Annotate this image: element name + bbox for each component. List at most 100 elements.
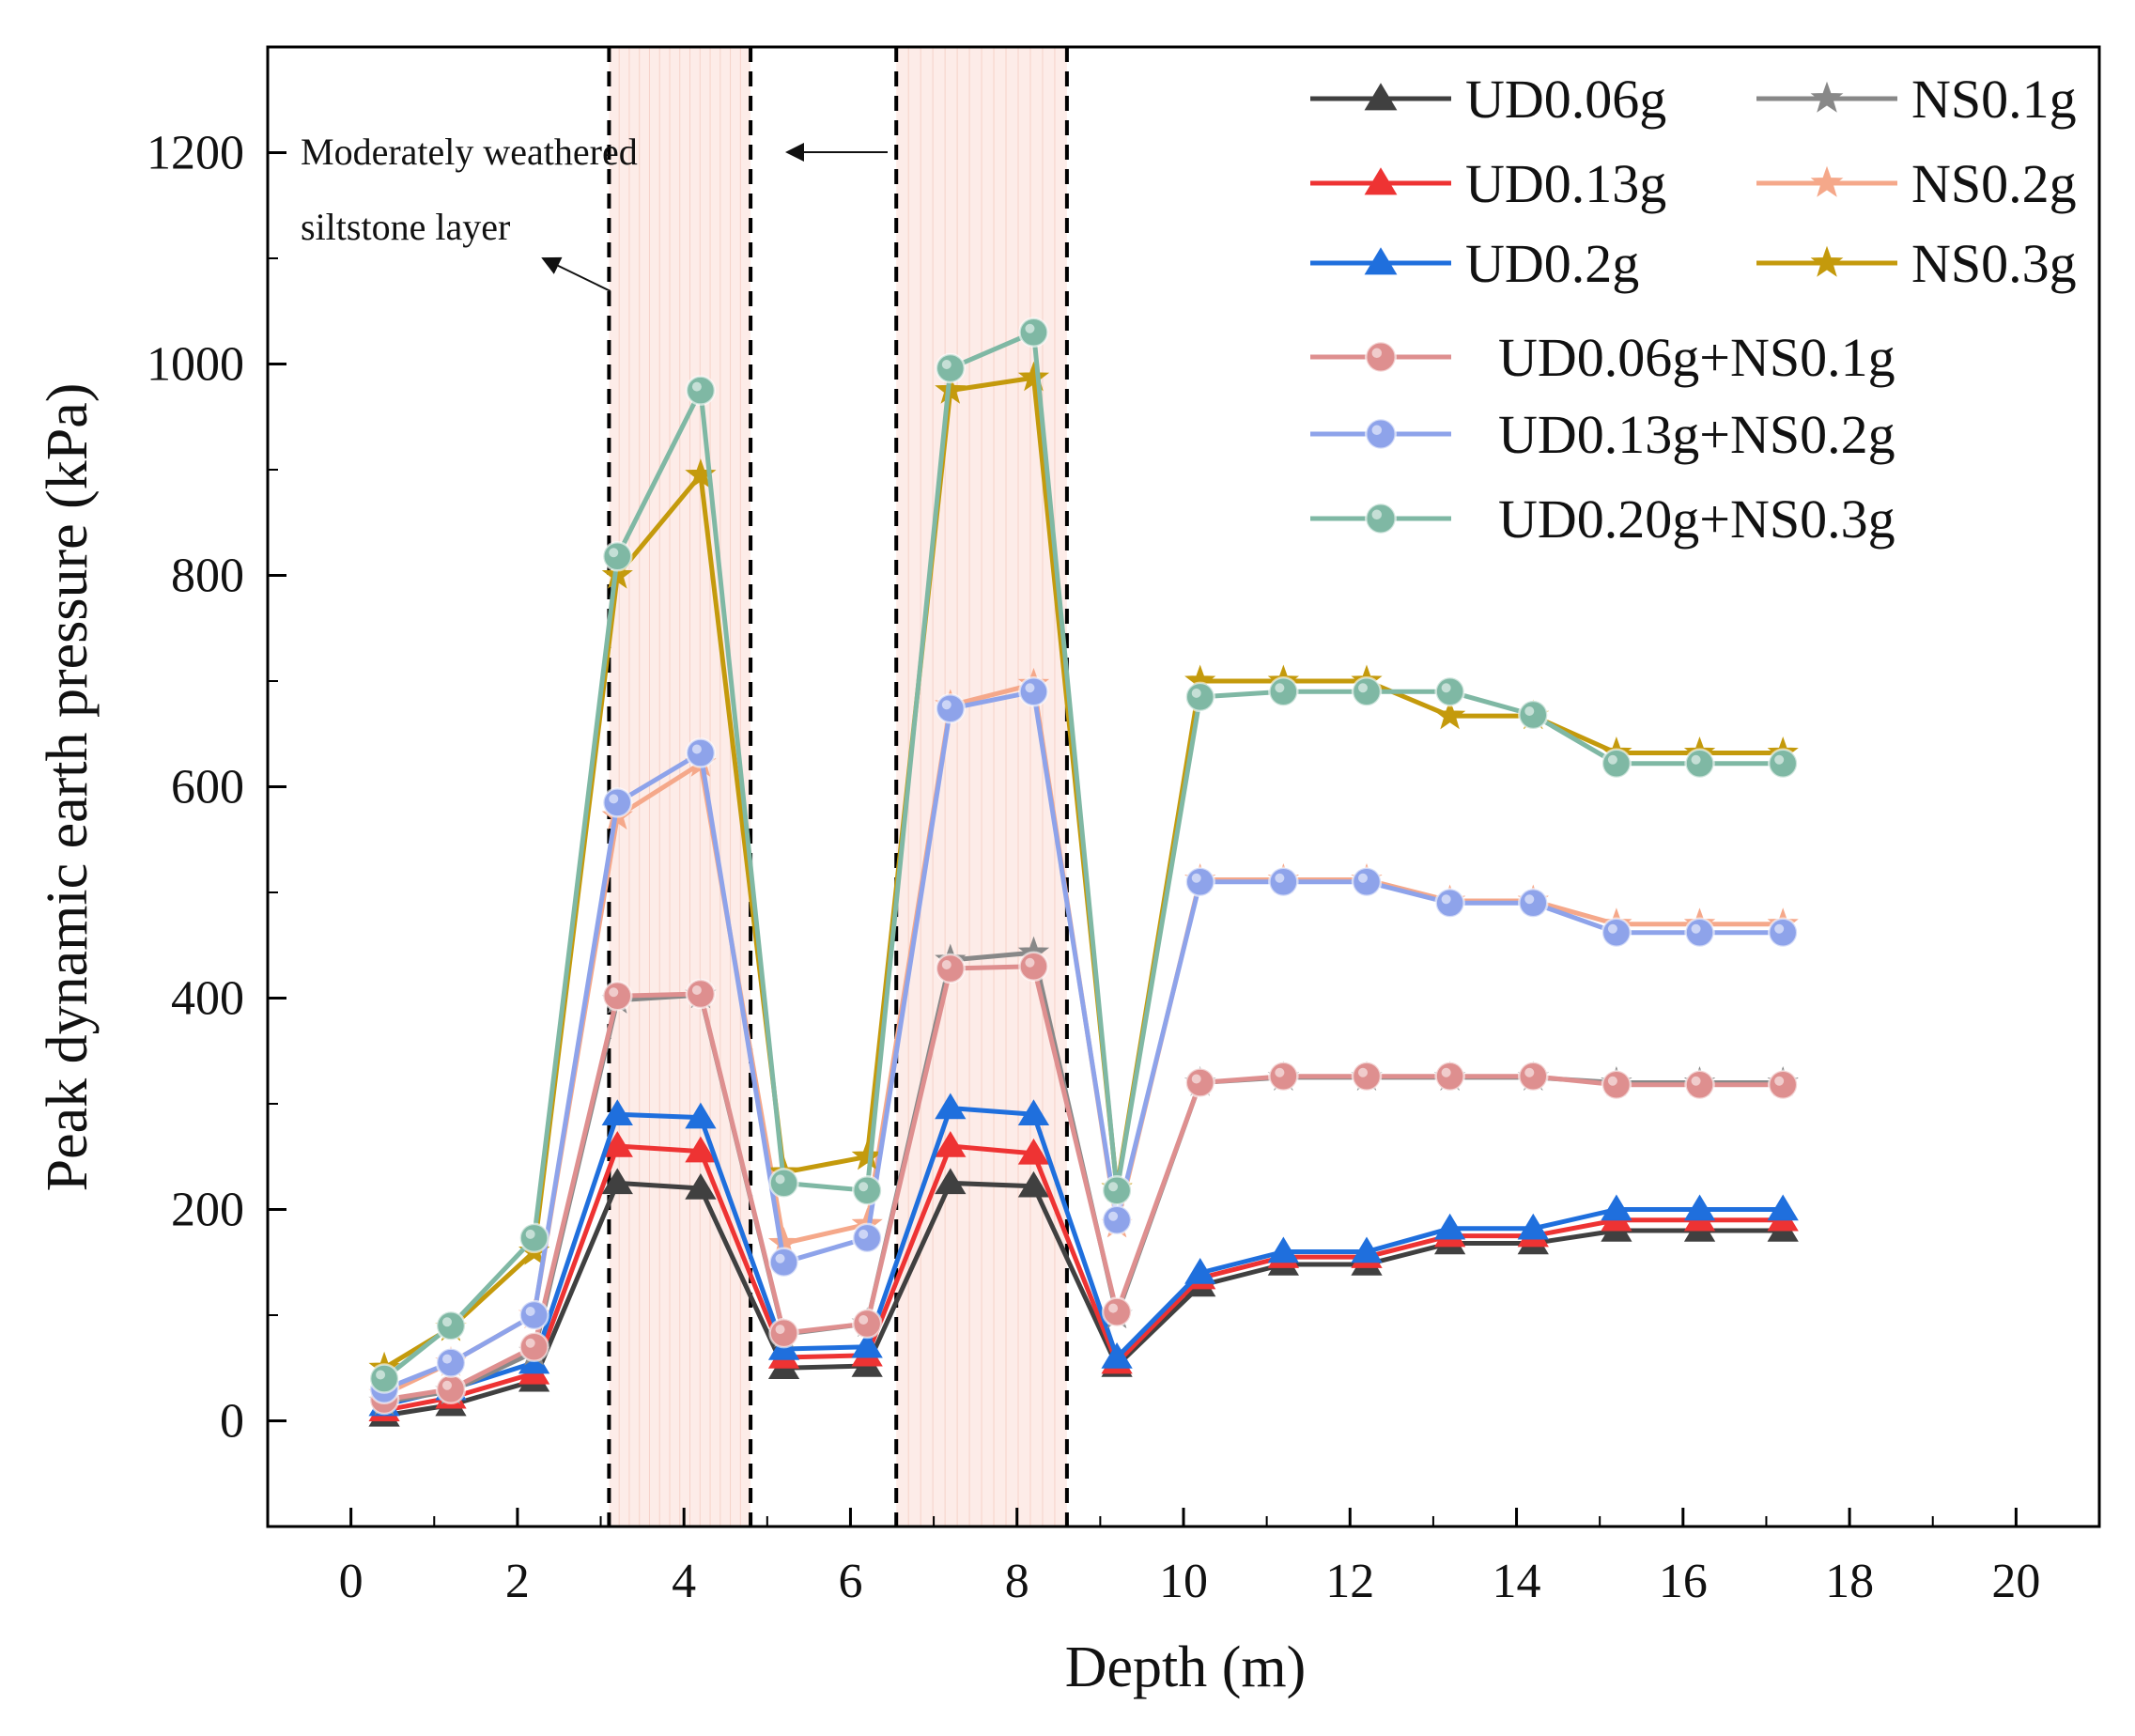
data-point-UD0.20g+NS0.3g-highlight [609,548,619,558]
x-tick-label: 16 [1659,1555,1708,1608]
data-point-UD0.20g+NS0.3g-highlight [525,1229,535,1239]
data-point-UD0.13g+NS0.2g-highlight [775,1253,785,1263]
data-point-UD0.13g+NS0.2g-highlight [1774,923,1785,934]
legend-item-NS0.3g: NS0.3g [1756,233,2077,294]
y-tick-label: 400 [171,972,244,1026]
data-point-UD0.2g [1017,1099,1050,1125]
y-tick-label: 1000 [147,338,244,392]
data-point-UD0.2g [1267,1236,1299,1263]
data-point-UD0.13g+NS0.2g-highlight [1441,894,1451,905]
data-point-UD0.20g+NS0.3g-highlight [1691,754,1701,765]
data-point-UD0.13g+NS0.2g [935,693,967,724]
data-point-UD0.06g+NS0.1g [1601,1069,1632,1100]
data-point-UD0.13g+NS0.2g [851,1222,883,1254]
annotation-line1: Moderately weathered [301,131,638,173]
y-tick-label: 0 [220,1395,244,1449]
data-point-UD0.13g+NS0.2g-highlight [859,1229,869,1239]
data-point-UD0.06g [935,1168,967,1195]
x-tick-label: 10 [1159,1555,1208,1608]
annotation-line2: siltstone layer [301,206,510,248]
data-point-UD0.13g+NS0.2g-highlight [525,1307,535,1316]
data-point-UD0.13g+NS0.2g [1767,917,1799,948]
series-line-UD0.20g+NS0.3g [382,330,1784,1381]
data-point-UD0.20g+NS0.3g [518,1222,549,1254]
data-point-UD0.20g+NS0.3g [1018,317,1049,348]
data-point-UD0.20g+NS0.3g [935,352,967,384]
data-point-UD0.20g+NS0.3g-highlight [691,381,702,392]
legend-label: UD0.13g+NS0.2g [1498,404,1895,465]
data-point-UD0.06g [601,1168,633,1195]
data-point-UD0.13g+NS0.2g-highlight [1275,873,1285,883]
data-point-UD0.20g+NS0.3g [1518,699,1549,731]
data-point-UD0.06g+NS0.1g-highlight [941,960,951,969]
legend-item-UD0.06g+NS0.1g: UD0.06g+NS0.1g [1310,327,1895,388]
legend-item-NS0.2g: NS0.2g [1756,153,2077,214]
data-point-UD0.2g [601,1099,633,1125]
data-point-UD0.06g+NS0.1g-highlight [442,1380,452,1390]
data-point-UD0.06g+NS0.1g-highlight [775,1325,785,1335]
data-point-UD0.13g+NS0.2g [1518,888,1549,919]
data-point-UD0.20g+NS0.3g [1767,748,1799,779]
legend-marker [1365,503,1397,535]
data-point-NS0.3g [851,1139,883,1170]
data-point-UD0.20g+NS0.3g [1601,748,1632,779]
data-point-UD0.06g+NS0.1g-highlight [1358,1067,1368,1077]
data-point-UD0.06g+NS0.1g-highlight [609,987,619,998]
data-point-UD0.06g+NS0.1g [935,953,967,984]
data-point-UD0.13g+NS0.2g-highlight [1025,683,1035,693]
data-point-UD0.06g+NS0.1g-highlight [859,1315,869,1325]
data-point-UD0.06g+NS0.1g-highlight [691,985,702,995]
data-point-UD0.06g+NS0.1g-highlight [1275,1067,1285,1077]
series-line-UD0.13g [383,1143,1784,1413]
data-point-UD0.13g+NS0.2g-highlight [1358,873,1368,883]
data-point-UD0.13g+NS0.2g [768,1247,799,1278]
data-point-UD0.2g [935,1093,967,1120]
data-point-UD0.20g+NS0.3g-highlight [1275,683,1285,693]
data-point-UD0.20g+NS0.3g [602,541,633,572]
legend-item-UD0.2g: UD0.2g [1310,233,1639,294]
legend-label: NS0.3g [1911,233,2077,294]
data-point-UD0.20g+NS0.3g-highlight [1108,1182,1119,1192]
data-point-UD0.06g+NS0.1g-highlight [1441,1067,1451,1077]
x-tick-label: 6 [838,1555,862,1608]
data-point-UD0.06g+NS0.1g-highlight [525,1338,535,1348]
legend-marker [1365,418,1397,450]
annotation: Moderately weathered siltstone layer [301,131,888,292]
legend-marker [1364,83,1398,111]
data-point-UD0.13g+NS0.2g [1018,676,1049,707]
data-point-UD0.13g+NS0.2g-highlight [609,794,619,804]
data-point-UD0.06g [685,1173,717,1200]
data-point-UD0.06g+NS0.1g-highlight [1108,1303,1119,1313]
data-point-UD0.13g+NS0.2g-highlight [691,744,702,754]
data-point-UD0.20g+NS0.3g [1434,676,1465,707]
data-point-UD0.2g [1517,1213,1549,1240]
legend-label: UD0.06g+NS0.1g [1498,327,1895,388]
data-point-UD0.13g+NS0.2g [685,737,717,768]
data-point-NS0.3g [1433,699,1466,730]
data-point-UD0.13g+NS0.2g-highlight [1108,1211,1119,1221]
data-point-UD0.20g+NS0.3g [1101,1175,1133,1206]
series-line-UD0.06g [383,1180,1784,1418]
data-point-UD0.20g+NS0.3g [1184,681,1215,713]
y-axis-label: Peak dynamic earth pressure (kPa) [36,383,100,1192]
legend-marker [1810,165,1844,197]
data-point-UD0.2g [1101,1342,1133,1369]
data-point-UD0.20g+NS0.3g-highlight [775,1174,785,1185]
legend-label: UD0.20g+NS0.3g [1498,488,1895,550]
data-point-UD0.13g+NS0.2g-highlight [1191,873,1201,883]
legend: UD0.06g UD0.13g UD0.2g NS0.1g NS0.2g NS0.3g UD… [1310,69,2077,550]
series-UD0.20g+NS0.3g [368,317,1799,1394]
data-point-UD0.06g+NS0.1g [1101,1296,1133,1327]
data-point-UD0.20g+NS0.3g-highlight [376,1370,386,1380]
legend-marker-highlight [1371,509,1383,520]
data-point-UD0.2g [1767,1194,1799,1221]
data-point-UD0.2g [685,1102,717,1129]
series-UD0.06g+NS0.1g [368,951,1799,1416]
data-point-UD0.06g+NS0.1g [1184,1067,1215,1098]
data-point-UD0.13g+NS0.2g-highlight [1607,923,1617,934]
legend-item-UD0.13g+NS0.2g: UD0.13g+NS0.2g [1310,404,1895,465]
data-point-UD0.20g+NS0.3g [851,1175,883,1206]
data-point-UD0.13g+NS0.2g-highlight [1691,923,1701,934]
data-point-UD0.06g+NS0.1g [1018,951,1049,982]
